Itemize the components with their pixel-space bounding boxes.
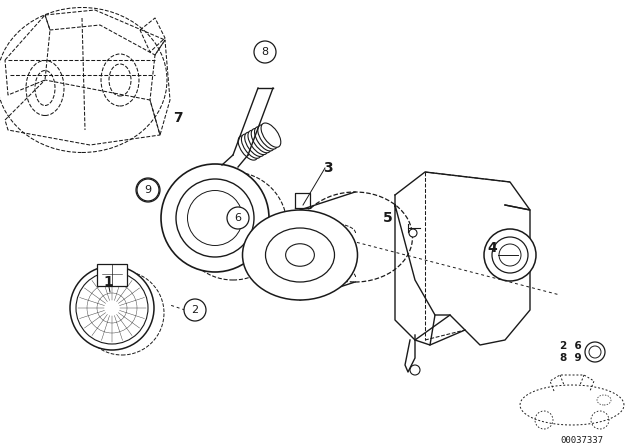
Text: 1: 1 bbox=[103, 275, 113, 289]
Circle shape bbox=[137, 179, 159, 201]
Ellipse shape bbox=[255, 127, 275, 151]
Text: 8  9: 8 9 bbox=[560, 353, 582, 363]
Circle shape bbox=[227, 207, 249, 229]
Ellipse shape bbox=[266, 228, 335, 282]
Ellipse shape bbox=[409, 229, 417, 237]
Text: 9: 9 bbox=[145, 185, 152, 195]
Ellipse shape bbox=[585, 342, 605, 362]
Circle shape bbox=[184, 299, 206, 321]
Text: 6: 6 bbox=[234, 213, 241, 223]
Circle shape bbox=[136, 178, 160, 202]
Circle shape bbox=[76, 272, 148, 344]
Text: 00037337: 00037337 bbox=[560, 435, 603, 444]
Text: 2  6: 2 6 bbox=[560, 341, 582, 351]
Ellipse shape bbox=[492, 237, 528, 273]
Circle shape bbox=[70, 266, 154, 350]
Ellipse shape bbox=[243, 210, 358, 300]
Ellipse shape bbox=[285, 244, 314, 266]
Ellipse shape bbox=[241, 134, 261, 158]
Ellipse shape bbox=[499, 244, 521, 266]
Text: 5: 5 bbox=[383, 211, 393, 225]
Ellipse shape bbox=[188, 190, 243, 246]
Text: 7: 7 bbox=[173, 111, 183, 125]
Circle shape bbox=[254, 41, 276, 63]
Ellipse shape bbox=[258, 125, 278, 149]
Ellipse shape bbox=[244, 132, 264, 156]
FancyBboxPatch shape bbox=[97, 264, 127, 286]
Ellipse shape bbox=[252, 129, 271, 153]
Ellipse shape bbox=[298, 192, 413, 282]
Ellipse shape bbox=[261, 123, 281, 147]
Text: 2: 2 bbox=[191, 305, 198, 315]
Ellipse shape bbox=[589, 346, 601, 358]
Ellipse shape bbox=[176, 179, 254, 257]
Ellipse shape bbox=[238, 136, 258, 160]
Ellipse shape bbox=[484, 229, 536, 281]
Ellipse shape bbox=[248, 130, 268, 155]
Text: 8: 8 bbox=[261, 47, 269, 57]
Text: 3: 3 bbox=[323, 161, 333, 175]
Text: 4: 4 bbox=[487, 241, 497, 255]
Ellipse shape bbox=[161, 164, 269, 272]
